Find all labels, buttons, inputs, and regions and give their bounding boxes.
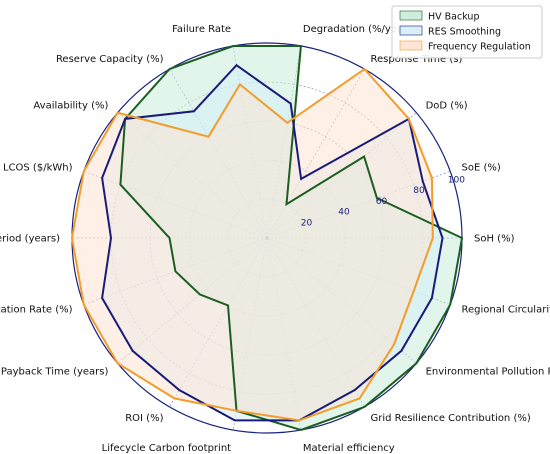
series-line-0 <box>119 45 464 432</box>
radar-axis-labels: SoH (%) SoE (%) DoD (%) Response Time (s) De… <box>0 24 550 454</box>
axis-label: SoH (%) <box>474 234 515 245</box>
axis-label: Energy Payback Time (years) <box>0 367 108 378</box>
legend-box <box>391 5 543 59</box>
radial-tick-label: 80 <box>413 186 425 196</box>
radial-tick-label: 100 <box>448 175 465 185</box>
radar-series <box>70 45 464 432</box>
axis-label: Failure Rate <box>172 24 231 35</box>
axis-label: Availability (%) <box>33 100 108 111</box>
legend-swatch <box>399 10 423 21</box>
axis-label: Grid Resilience Contribution (%) <box>371 413 531 424</box>
axis-label: SoE (%) <box>462 163 501 174</box>
radial-tick-label: 20 <box>301 218 313 228</box>
radial-tick-label: 40 <box>338 208 350 218</box>
axis-label: Regional Circularity Contribution (%) <box>462 304 550 315</box>
radial-tick-label: 60 <box>376 197 388 207</box>
legend-swatch <box>399 25 423 36</box>
legend-label: HV Backup <box>428 12 480 23</box>
axis-label: Lifecycle Carbon footprint <box>102 443 232 454</box>
legend-label: Frequency Regulation <box>428 42 531 53</box>
axis-label: Response Time (s) <box>371 54 463 65</box>
radar-radial-ticks: 20 40 60 80 100 <box>301 175 465 228</box>
axis-label: Reserve Capacity (%) <box>56 54 164 65</box>
axis-label: ROI (%) <box>125 413 163 424</box>
axis-label: LCOS ($/kWh) <box>3 163 73 174</box>
series-line-1 <box>101 63 444 422</box>
axis-label: Environmental Pollution Reduction (%) <box>426 367 550 378</box>
series-line-2 <box>70 67 434 422</box>
axis-label: Material efficiency <box>303 443 395 454</box>
axis-label: DoD (%) <box>426 100 468 111</box>
axis-label: Payback Period (years) <box>0 234 60 245</box>
axis-label: Degradation (%/year) <box>303 24 411 35</box>
axis-label: Utilization Rate (%) <box>0 304 73 315</box>
legend-swatch <box>399 40 423 51</box>
legend-label: RES Smoothing <box>428 27 501 38</box>
legend: HV Backup RES Smoothing Frequency Regulati… <box>391 5 543 59</box>
